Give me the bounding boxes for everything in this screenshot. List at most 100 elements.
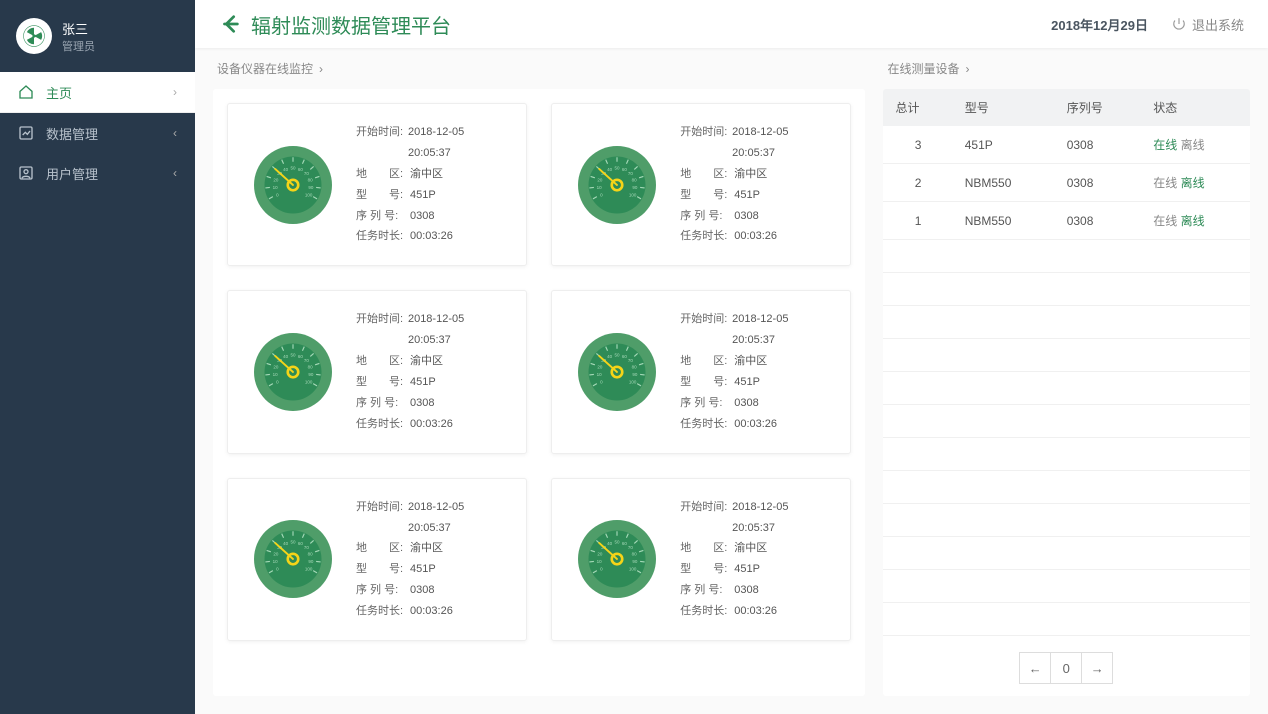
svg-text:40: 40 — [283, 541, 289, 546]
svg-text:10: 10 — [597, 185, 603, 190]
gauge-info: 开始时间:2018-12-05 20:05:37地 区:渝中区型 号:451P序… — [680, 309, 830, 434]
gauge-dial: 0102030405060708090100 — [572, 514, 662, 604]
table-row — [883, 273, 1250, 306]
svg-text:50: 50 — [615, 165, 621, 170]
table-row[interactable]: 3451P0308在线 离线 — [883, 126, 1250, 164]
table-row — [883, 240, 1250, 273]
table-row — [883, 537, 1250, 570]
sidebar-item-home[interactable]: 主页› — [0, 72, 195, 112]
svg-text:40: 40 — [607, 541, 613, 546]
svg-text:100: 100 — [629, 567, 637, 572]
gauge-card[interactable]: 0102030405060708090100开始时间:2018-12-05 20… — [227, 103, 527, 266]
svg-text:70: 70 — [628, 171, 634, 176]
status-offline[interactable]: 离线 — [1181, 176, 1205, 190]
status-offline[interactable]: 离线 — [1181, 138, 1205, 152]
svg-text:10: 10 — [273, 185, 279, 190]
sidebar-item-label: 用户管理 — [46, 164, 98, 183]
gauge-card[interactable]: 0102030405060708090100开始时间:2018-12-05 20… — [551, 103, 851, 266]
status-online[interactable]: 在线 — [1153, 214, 1177, 228]
topbar: 辐射监测数据管理平台 2018年12月29日 退出系统 — [195, 0, 1268, 48]
svg-text:90: 90 — [308, 559, 314, 564]
svg-text:70: 70 — [304, 546, 310, 551]
gauge-info: 开始时间:2018-12-05 20:05:37地 区:渝中区型 号:451P序… — [356, 497, 506, 622]
devices-title: 在线测量设备 › — [883, 48, 1250, 89]
table-row — [883, 339, 1250, 372]
brand-title: 辐射监测数据管理平台 — [251, 10, 451, 39]
home-icon — [18, 84, 34, 100]
user-block: 张三 管理员 — [0, 0, 195, 72]
pager: ← 0 → — [883, 640, 1250, 696]
sidebar-item-user[interactable]: 用户管理 ‹ — [0, 153, 195, 193]
gauge-card[interactable]: 0102030405060708090100开始时间:2018-12-05 20… — [551, 290, 851, 453]
svg-text:80: 80 — [308, 552, 314, 557]
user-name: 张三 — [62, 19, 95, 38]
table-row[interactable]: 1NBM5500308在线 离线 — [883, 202, 1250, 240]
table-row — [883, 603, 1250, 636]
pager-prev-button[interactable]: ← — [1019, 652, 1051, 684]
gauge-info: 开始时间:2018-12-05 20:05:37地 区:渝中区型 号:451P序… — [680, 122, 830, 247]
gauge-card[interactable]: 0102030405060708090100开始时间:2018-12-05 20… — [227, 478, 527, 641]
chart-icon — [18, 125, 34, 141]
svg-text:70: 70 — [628, 358, 634, 363]
chevron-right-icon: › — [319, 62, 323, 76]
monitoring-title: 设备仪器在线监控 › — [213, 48, 865, 89]
sidebar-item-chart[interactable]: 数据管理 ‹ — [0, 113, 195, 153]
sidebar-item-label: 数据管理 — [46, 124, 98, 143]
user-icon — [18, 165, 34, 181]
table-row — [883, 471, 1250, 504]
main: 辐射监测数据管理平台 2018年12月29日 退出系统 设备仪器在线监控 › — [195, 0, 1268, 714]
status-online[interactable]: 在线 — [1153, 176, 1177, 190]
gauge-card[interactable]: 0102030405060708090100开始时间:2018-12-05 20… — [227, 290, 527, 453]
table-row — [883, 372, 1250, 405]
table-row — [883, 306, 1250, 339]
svg-text:70: 70 — [628, 546, 634, 551]
gauge-info: 开始时间:2018-12-05 20:05:37地 区:渝中区型 号:451P序… — [356, 309, 506, 434]
svg-text:90: 90 — [633, 185, 639, 190]
brand-icon — [219, 13, 241, 35]
avatar — [16, 18, 52, 54]
gauge-card[interactable]: 0102030405060708090100开始时间:2018-12-05 20… — [551, 478, 851, 641]
svg-text:10: 10 — [273, 372, 279, 377]
svg-text:60: 60 — [622, 354, 628, 359]
svg-text:100: 100 — [629, 192, 637, 197]
table-row[interactable]: 2NBM5500308在线 离线 — [883, 164, 1250, 202]
chevron-icon: ‹ — [173, 126, 177, 140]
svg-text:40: 40 — [283, 166, 289, 171]
status-offline[interactable]: 离线 — [1181, 214, 1205, 228]
gauge-dial: 0102030405060708090100 — [248, 140, 338, 230]
svg-text:20: 20 — [273, 177, 279, 182]
svg-text:50: 50 — [615, 540, 621, 545]
svg-text:10: 10 — [597, 559, 603, 564]
svg-text:50: 50 — [615, 352, 621, 357]
gauge-dial: 0102030405060708090100 — [572, 140, 662, 230]
svg-text:20: 20 — [598, 177, 604, 182]
table-header: 型号 — [953, 89, 1055, 126]
svg-text:20: 20 — [273, 365, 279, 370]
svg-text:20: 20 — [598, 552, 604, 557]
sidebar-item-label: 主页 — [46, 83, 72, 102]
status-online[interactable]: 在线 — [1153, 138, 1177, 152]
svg-text:60: 60 — [298, 166, 304, 171]
svg-text:50: 50 — [290, 165, 296, 170]
pager-page: 0 — [1050, 652, 1082, 684]
table-header: 序列号 — [1055, 89, 1142, 126]
devices-panel: 在线测量设备 › 总计型号序列号状态 3451P0308在线 离线2NBM550… — [883, 48, 1250, 696]
svg-text:80: 80 — [632, 177, 638, 182]
svg-text:40: 40 — [607, 166, 613, 171]
date: 2018年12月29日 — [1051, 15, 1148, 34]
monitoring-panel: 设备仪器在线监控 › 0102030405060708090100开始时间:20… — [213, 48, 865, 696]
power-icon — [1172, 17, 1186, 31]
user-role: 管理员 — [62, 38, 95, 54]
svg-text:100: 100 — [305, 567, 313, 572]
svg-text:100: 100 — [629, 379, 637, 384]
svg-text:10: 10 — [273, 559, 279, 564]
gauge-dial: 0102030405060708090100 — [248, 514, 338, 604]
logout-button[interactable]: 退出系统 — [1172, 15, 1244, 34]
svg-text:90: 90 — [633, 372, 639, 377]
gauge-info: 开始时间:2018-12-05 20:05:37地 区:渝中区型 号:451P序… — [356, 122, 506, 247]
gauge-dial: 0102030405060708090100 — [572, 327, 662, 417]
pager-next-button[interactable]: → — [1081, 652, 1113, 684]
table-row — [883, 405, 1250, 438]
chevron-icon: ‹ — [173, 166, 177, 180]
table-header: 状态 — [1141, 89, 1250, 126]
